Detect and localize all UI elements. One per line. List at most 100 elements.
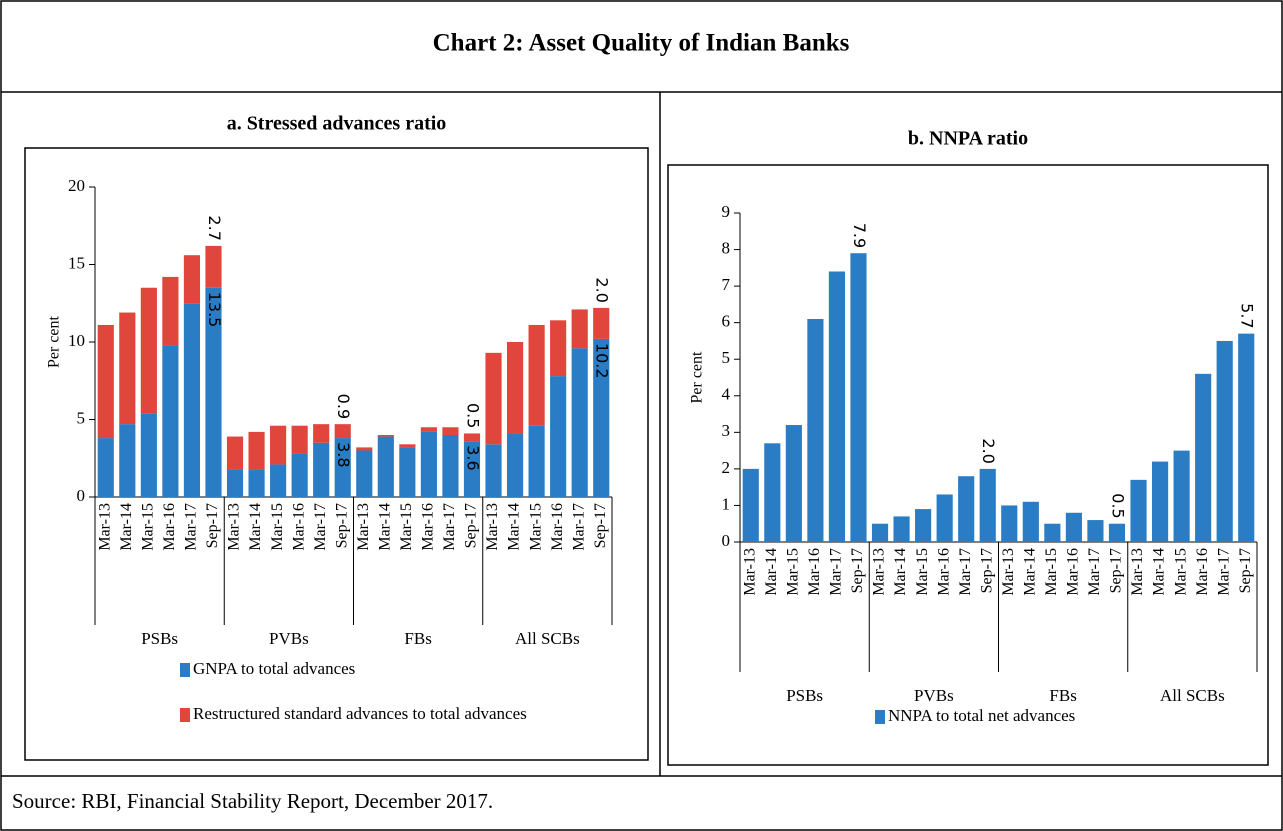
bar [420,427,437,432]
bar [442,435,459,497]
legend-label: Restructured standard advances to total … [193,704,527,723]
bar [248,431,265,470]
y-tick-label: 5 [77,408,86,427]
x-tick-label: Mar-16 [1194,548,1211,596]
bar [1151,461,1169,542]
x-tick-label: Mar-16 [1065,548,1082,596]
legend-label: GNPA to total advances [193,659,355,678]
bar [226,436,244,470]
group-label: All SCBs [1160,686,1225,705]
bar [205,245,222,288]
data-label: 3.8 [334,442,353,467]
bar [485,352,502,445]
bar [1001,505,1018,542]
data-label: 2.7 [205,215,224,240]
bar [399,447,416,497]
bar [140,413,157,497]
group-label: All SCBs [515,629,580,648]
x-tick-label: Mar-14 [118,503,135,551]
y-tick-label: 5 [722,348,731,367]
y-tick-label: 9 [722,202,731,221]
bar [119,312,136,425]
group-label: PVBs [269,629,309,648]
bar [1065,512,1082,542]
bar [463,441,481,497]
x-tick-label: Mar-15 [527,503,544,551]
bar [1022,501,1039,542]
data-label: 3.6 [463,445,482,470]
bar [828,271,846,542]
bar [97,324,114,439]
bar [270,425,287,465]
bar [162,276,179,346]
y-tick-label: 20 [68,176,85,195]
y-tick-label: 7 [722,275,731,294]
bar [442,427,459,435]
bar [742,468,759,542]
bar [936,494,953,542]
x-tick-label: Mar-13 [871,548,888,596]
bar [785,425,802,542]
bar [506,433,524,497]
data-label: 0.9 [334,394,353,419]
bar [183,303,201,497]
bar [1044,523,1061,542]
x-tick-label: Mar-15 [269,503,286,551]
data-label: 7.9 [850,223,869,248]
chart-title: b. NNPA ratio [908,128,1028,150]
x-tick-label: Mar-16 [290,503,307,551]
x-tick-label: Sep-17 [1108,548,1125,593]
x-tick-label: Mar-14 [376,503,393,551]
x-tick-label: Mar-13 [1000,548,1017,596]
chart-title: a. Stressed advances ratio [227,113,447,135]
y-axis-label: Per cent [46,315,63,368]
x-tick-label: Mar-13 [226,503,243,551]
data-label: 0.5 [463,403,482,428]
x-tick-label: Mar-17 [957,548,974,596]
data-label: 10.2 [593,343,612,379]
bar [291,425,308,454]
data-label: 5.7 [1238,303,1257,328]
legend-swatch [875,710,885,724]
bar [119,424,136,497]
bar [205,287,222,497]
bar [550,376,567,497]
bar [356,450,373,497]
y-tick-label: 10 [68,331,85,350]
bar [528,425,545,497]
y-axis-label: Per cent [689,351,706,404]
bar [313,442,330,497]
bar [958,476,975,542]
chart-frame [667,164,1269,766]
bar [334,438,351,497]
bar [162,345,179,497]
x-tick-label: Mar-17 [312,503,329,551]
x-tick-label: Mar-17 [1086,548,1103,596]
x-tick-label: Mar-15 [1172,548,1189,596]
x-tick-label: Mar-14 [506,503,523,551]
data-label: 13.5 [205,292,224,328]
bar [1087,520,1104,542]
bar [915,509,932,542]
x-tick-label: Mar-14 [247,503,264,551]
bar [764,443,781,542]
x-tick-label: Sep-17 [978,548,995,593]
bar [593,338,610,497]
x-tick-label: Sep-17 [204,503,221,548]
y-tick-label: 0 [77,486,86,505]
document-title: Chart 2: Asset Quality of Indian Banks [433,30,850,57]
bar [183,255,201,304]
bar [571,348,588,497]
x-tick-label: Sep-17 [1237,548,1254,593]
group-label: PSBs [786,686,823,705]
bar [1216,340,1233,542]
bar [1173,450,1190,542]
bar [506,342,524,434]
bar [571,309,588,349]
legend-swatch [180,708,190,722]
group-label: FBs [1049,686,1076,705]
x-tick-label: Sep-17 [849,548,866,593]
bar [593,307,610,339]
x-tick-label: Mar-13 [355,503,372,551]
bar [270,464,287,497]
